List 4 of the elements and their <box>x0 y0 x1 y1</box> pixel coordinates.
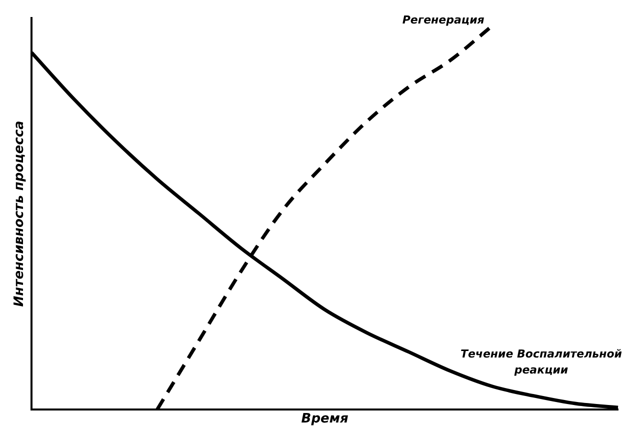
series-label: Течение Воспалительной реакции <box>460 347 622 376</box>
series-label: Регенерация <box>402 14 484 27</box>
x-axis-title: Время <box>301 412 348 427</box>
y-axis-title: Интенсивность процесса <box>12 120 28 307</box>
